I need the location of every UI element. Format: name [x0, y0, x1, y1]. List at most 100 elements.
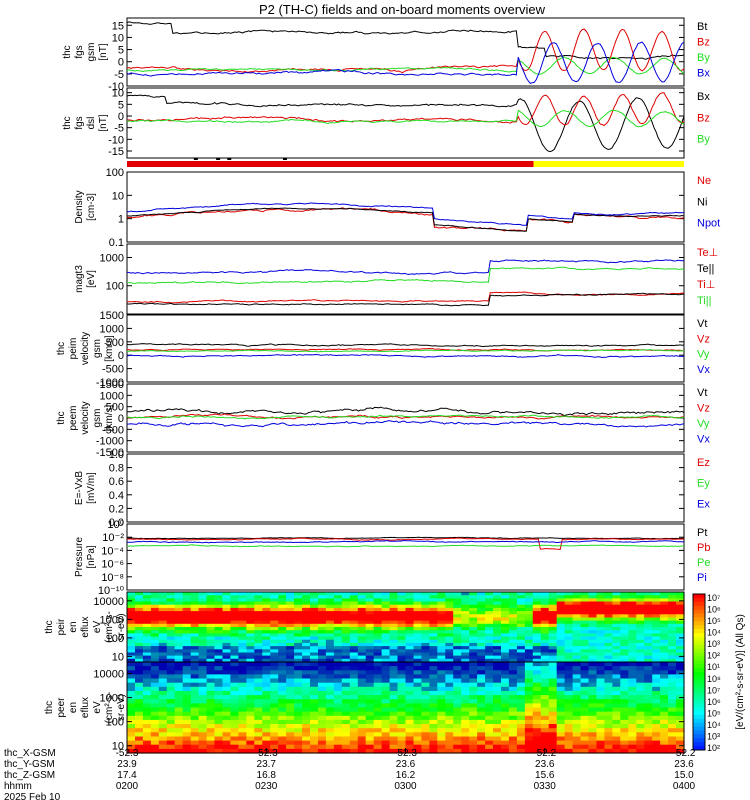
heatmap-cell: [564, 691, 574, 696]
heatmap-cell: [636, 678, 645, 684]
heatmap-cell: [389, 686, 399, 692]
heatmap-cell: [612, 748, 621, 754]
x-tick-label: 23.6: [674, 759, 694, 770]
y-axis-label: en: [68, 621, 79, 632]
heatmap-cell: [182, 636, 192, 641]
heatmap-cell: [397, 642, 407, 647]
heatmap-cell: [389, 617, 399, 622]
heatmap-cell: [286, 732, 295, 737]
heatmap-cell: [174, 724, 184, 729]
heatmap-cell: [540, 652, 550, 657]
heatmap-cell: [580, 592, 590, 596]
heatmap-cell: [270, 686, 279, 692]
heatmap-cell: [270, 607, 279, 612]
heatmap-cell: [182, 592, 192, 596]
colorbar-cell: [693, 707, 705, 712]
heatmap-cell: [548, 636, 558, 641]
heatmap-cell: [302, 682, 311, 688]
heatmap-cell: [206, 604, 216, 609]
heatmap-cell: [508, 748, 518, 754]
x-tick-label: -52.3: [394, 748, 417, 759]
heatmap-cell: [652, 633, 661, 638]
heatmap-cell: [676, 666, 685, 671]
heatmap-cell: [421, 604, 430, 609]
heatmap-cell: [612, 674, 621, 680]
heatmap-cell: [341, 719, 351, 725]
heatmap-cell: [469, 604, 478, 609]
heatmap-cell: [461, 633, 470, 638]
heatmap-cell: [421, 627, 430, 631]
heatmap-cell: [150, 595, 160, 599]
heatmap-cell: [389, 627, 399, 631]
heatmap-cell: [469, 607, 478, 612]
heatmap-cell: [556, 707, 566, 713]
heatmap-cell: [389, 598, 399, 603]
heatmap-cell: [564, 699, 574, 704]
heatmap-cell: [246, 630, 255, 634]
heatmap-cell: [548, 662, 558, 667]
heatmap-cell: [413, 686, 423, 692]
heatmap-cell: [445, 601, 454, 606]
heatmap-cell: [580, 662, 590, 667]
heatmap-cell: [357, 604, 367, 609]
heatmap-cell: [238, 703, 247, 709]
heatmap-cell: [620, 744, 629, 750]
heatmap-cell: [365, 636, 375, 641]
heatmap-cell: [469, 636, 478, 641]
heatmap-cell: [222, 620, 232, 625]
heatmap-cell: [405, 652, 415, 657]
heatmap-cell: [230, 652, 239, 657]
heatmap-cell: [254, 707, 263, 713]
heatmap-cell: [262, 703, 271, 709]
heatmap-cell: [174, 736, 184, 742]
heatmap-cell: [493, 646, 502, 650]
heatmap-cell: [270, 711, 279, 717]
heatmap-cell: [588, 666, 598, 671]
heatmap-cell: [294, 601, 303, 606]
heatmap-cell: [564, 620, 574, 625]
heatmap-cell: [556, 623, 566, 628]
heatmap-cell: [325, 598, 335, 603]
heatmap-cell: [278, 611, 287, 615]
heatmap-cell: [524, 617, 534, 622]
heatmap-cell: [676, 686, 685, 692]
heatmap-cell: [572, 666, 582, 671]
heatmap-cell: [604, 744, 613, 750]
heatmap-cell: [198, 630, 208, 634]
heatmap-cell: [429, 604, 438, 609]
heatmap-cell: [445, 719, 454, 725]
heatmap-cell: [572, 620, 582, 625]
heatmap-cell: [453, 711, 462, 717]
heatmap-cell: [556, 627, 566, 631]
heatmap-cell: [628, 711, 637, 717]
heatmap-cell: [556, 682, 566, 688]
heatmap-cell: [294, 728, 303, 733]
heatmap-cell: [357, 623, 367, 628]
heatmap-cell: [548, 703, 558, 709]
heatmap-cell: [198, 617, 208, 622]
heatmap-cell: [548, 607, 558, 612]
heatmap-cell: [612, 601, 621, 606]
heatmap-cell: [135, 658, 144, 663]
heatmap-cell: [214, 620, 224, 625]
heatmap-cell: [135, 601, 144, 606]
heatmap-cell: [198, 601, 208, 606]
heatmap-cell: [349, 598, 359, 603]
heatmap-cell: [246, 662, 255, 667]
heatmap-cell: [325, 652, 335, 657]
heatmap-cell: [604, 736, 613, 742]
heatmap-cell: [556, 601, 566, 606]
heatmap-cell: [325, 707, 335, 713]
heatmap-cell: [652, 595, 661, 599]
heatmap-cell: [357, 652, 367, 657]
heatmap-cell: [254, 636, 263, 641]
heatmap-cell: [174, 633, 184, 638]
heatmap-cell: [389, 740, 399, 746]
heatmap-cell: [389, 728, 399, 733]
heatmap-cell: [445, 614, 454, 619]
heatmap-cell: [532, 748, 542, 754]
heatmap-cell: [660, 646, 669, 650]
heatmap-cell: [325, 649, 335, 654]
